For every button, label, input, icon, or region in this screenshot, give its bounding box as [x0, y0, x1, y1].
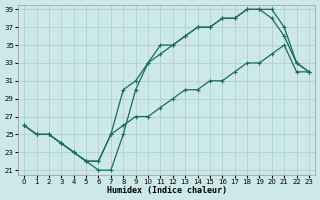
X-axis label: Humidex (Indice chaleur): Humidex (Indice chaleur): [107, 186, 227, 195]
